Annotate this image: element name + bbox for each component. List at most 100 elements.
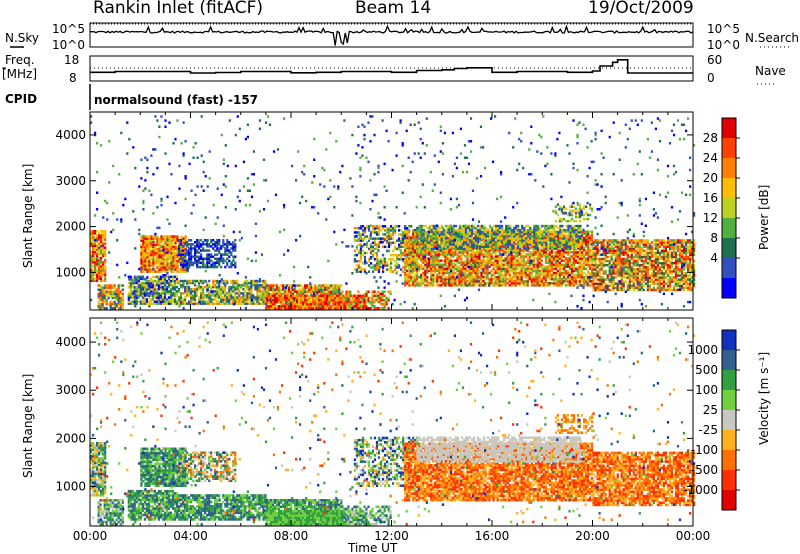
range-gate-cell: [416, 284, 419, 287]
range-gate-cell: [357, 251, 360, 255]
range-gate-cell: [166, 247, 169, 251]
range-gate-cell: [398, 264, 401, 267]
range-gate-cell: [406, 282, 409, 285]
range-gate-cell: [474, 280, 477, 283]
range-gate-cell: [402, 245, 405, 249]
range-gate-cell: [502, 249, 505, 252]
cpid-label: CPID: [5, 92, 37, 106]
range-gate-cell: [98, 246, 101, 249]
range-gate-cell: [271, 290, 275, 293]
range-gate-cell: [490, 236, 493, 240]
range-gate-cell: [404, 271, 407, 275]
range-gate-cell: [322, 290, 325, 293]
range-gate-cell: [292, 290, 295, 293]
range-gate-cell: [488, 251, 491, 254]
range-gate-cell: [196, 259, 199, 263]
range-gate-cell: [150, 270, 153, 273]
range-gate-cell: [222, 259, 225, 263]
range-gate-cell: [486, 253, 489, 256]
range-gate-cell: [104, 252, 107, 256]
range-gate-cell: [363, 237, 367, 240]
range-gate-cell: [474, 259, 477, 262]
range-gate-cell: [145, 302, 148, 305]
range-gate-cell: [127, 298, 130, 301]
range-gate-cell: [252, 279, 255, 283]
range-gate-cell: [208, 245, 211, 248]
range-gate-cell: [359, 305, 362, 308]
range-gate-cell: [152, 260, 155, 263]
range-gate-cell: [184, 258, 187, 261]
range-gate-cell: [246, 300, 249, 303]
range-gate-cell: [279, 292, 283, 296]
range-gate-cell: [328, 307, 331, 310]
range-gate-cell: [404, 282, 407, 285]
range-gate-cell: [462, 261, 465, 264]
range-gate-cell: [179, 261, 183, 265]
range-gate-cell: [294, 307, 297, 310]
range-gate-cell: [141, 283, 144, 287]
range-gate-cell: [248, 296, 251, 299]
range-gate-cell: [386, 227, 389, 230]
range-gate-cell: [436, 263, 439, 266]
range-gate-cell: [153, 275, 156, 279]
range-gate-cell: [135, 285, 138, 289]
range-gate-cell: [115, 305, 118, 308]
range-gate-cell: [520, 253, 523, 256]
range-gate-cell: [152, 262, 155, 265]
range-gate-cell: [410, 238, 413, 242]
range-gate-cell: [92, 273, 95, 276]
range-gate-cell: [144, 268, 147, 271]
range-gate-cell: [267, 296, 271, 300]
range-gate-cell: [282, 300, 285, 304]
range-gate-cell: [109, 305, 112, 308]
range-gate-cell: [168, 237, 171, 240]
range-gate-cell: [194, 288, 197, 291]
range-gate-cell: [238, 302, 241, 305]
range-gate-cell: [171, 288, 175, 291]
range-gate-cell: [165, 298, 169, 301]
range-gate-cell: [404, 261, 407, 264]
range-gate-cell: [121, 298, 124, 302]
range-gate-cell: [146, 264, 149, 267]
range-gate-cell: [104, 277, 107, 280]
range-gate-cell: [275, 294, 279, 298]
range-gate-cell: [192, 294, 195, 297]
range-gate-cell: [308, 302, 311, 306]
range-gate-cell: [494, 271, 497, 275]
range-gate-cell: [462, 249, 465, 252]
range-gate-cell: [375, 307, 378, 310]
range-gate-cell: [554, 251, 557, 254]
range-gate-cell: [194, 302, 197, 305]
range-gate-cell: [103, 292, 106, 296]
range-gate-cell: [144, 255, 147, 259]
range-gate-cell: [416, 232, 419, 235]
range-gate-cell: [186, 281, 189, 285]
range-gate-cell: [202, 298, 205, 301]
range-gate-cell: [466, 269, 469, 273]
range-gate-cell: [456, 257, 459, 260]
range-gate-cell: [178, 270, 181, 273]
range-gate-cell: [408, 259, 411, 262]
range-gate-cell: [277, 294, 281, 298]
range-gate-cell: [458, 255, 461, 258]
range-gate-cell: [298, 294, 301, 298]
range-gate-cell: [198, 257, 201, 260]
range-gate-cell: [192, 261, 195, 265]
range-gate-cell: [512, 280, 515, 283]
range-gate-cell: [460, 280, 463, 283]
range-gate-cell: [119, 298, 122, 302]
range-gate-cell: [320, 290, 323, 293]
range-gate-cell: [460, 263, 463, 266]
range-gate-cell: [100, 248, 103, 252]
range-gate-cell: [410, 242, 413, 246]
range-gate-cell: [359, 251, 362, 255]
range-gate-cell: [432, 242, 435, 246]
range-gate-cell: [174, 241, 177, 244]
range-gate-cell: [396, 253, 399, 257]
range-gate-cell: [324, 302, 327, 306]
range-gate-cell: [220, 253, 223, 256]
range-gate-cell: [200, 288, 203, 291]
range-gate-cell: [152, 237, 155, 240]
range-gate-cell: [168, 239, 171, 242]
range-gate-cell: [424, 247, 427, 250]
